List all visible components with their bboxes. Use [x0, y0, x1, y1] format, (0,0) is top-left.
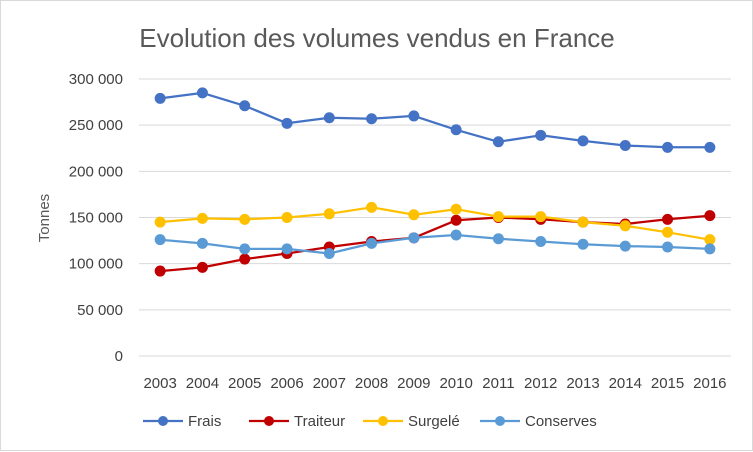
legend-item: Traiteur — [249, 413, 345, 430]
data-point — [366, 113, 378, 125]
data-point — [619, 139, 631, 151]
data-point — [196, 87, 208, 99]
legend-item: Surgelé — [363, 413, 460, 430]
data-point — [577, 135, 589, 147]
legend-item: Frais — [143, 413, 221, 430]
x-tick-label: 2010 — [439, 375, 472, 392]
legend-label: Frais — [188, 413, 221, 430]
x-tick-label: 2007 — [313, 375, 346, 392]
series-surgelé — [154, 201, 716, 246]
y-tick-label: 200 000 — [69, 163, 123, 180]
legend-marker — [378, 416, 388, 426]
y-tick-label: 250 000 — [69, 117, 123, 134]
data-point — [450, 124, 462, 136]
data-point — [704, 210, 716, 222]
data-point — [704, 234, 716, 246]
data-point — [450, 203, 462, 215]
data-point — [535, 129, 547, 141]
data-point — [408, 110, 420, 122]
y-tick-label: 0 — [115, 348, 123, 365]
series-line — [160, 214, 710, 273]
data-point — [154, 234, 166, 246]
data-point — [535, 211, 547, 223]
data-point — [662, 141, 674, 153]
series-line — [160, 206, 711, 241]
data-point — [239, 100, 251, 112]
data-point — [619, 220, 631, 232]
x-tick-label: 2014 — [609, 375, 642, 392]
x-tick-label: 2012 — [524, 375, 557, 392]
legend-marker — [264, 416, 274, 426]
legend-label: Conserves — [525, 413, 597, 430]
data-point — [492, 233, 504, 245]
series-frais — [154, 87, 716, 153]
data-point — [154, 265, 166, 277]
data-point — [154, 216, 166, 228]
legend-item: Conserves — [480, 413, 597, 430]
data-point — [619, 240, 631, 252]
data-point — [662, 241, 674, 253]
x-tick-label: 2009 — [397, 375, 430, 392]
data-point — [662, 226, 674, 238]
x-tick-label: 2015 — [651, 375, 684, 392]
data-point — [239, 253, 251, 265]
data-point — [323, 208, 335, 220]
y-tick-label: 150 000 — [69, 210, 123, 227]
data-point — [239, 243, 251, 255]
x-tick-label: 2004 — [186, 375, 219, 392]
data-point — [323, 112, 335, 124]
x-axis-ticks: 2003 2004 2005 2006 2007 2008 2009 2010 2011 2012… — [143, 375, 726, 392]
data-point — [577, 216, 589, 228]
data-point — [281, 243, 293, 255]
series-line — [159, 91, 710, 149]
gridlines — [139, 78, 731, 357]
legend-marker — [158, 416, 168, 426]
legend-label: Traiteur — [294, 413, 345, 430]
data-point — [704, 141, 716, 153]
x-tick-label: 2011 — [482, 375, 514, 392]
data-point — [450, 214, 462, 226]
series-traiteur — [154, 210, 716, 277]
data-point — [577, 238, 589, 250]
data-point — [408, 209, 420, 221]
y-axis-label: Tonnes — [36, 194, 53, 242]
data-point — [196, 237, 208, 249]
x-tick-label: 2006 — [270, 375, 303, 392]
data-point — [366, 201, 378, 213]
data-point — [366, 237, 378, 249]
data-point — [492, 211, 504, 223]
y-tick-label: 50 000 — [77, 302, 123, 319]
x-tick-label: 2003 — [143, 375, 176, 392]
data-point — [281, 117, 293, 129]
data-point — [239, 213, 251, 225]
x-tick-label: 2013 — [566, 375, 599, 392]
x-tick-label: 2016 — [693, 375, 726, 392]
legend-label: Surgelé — [408, 413, 460, 430]
data-point — [196, 261, 208, 273]
y-tick-label: 100 000 — [69, 256, 123, 273]
series-line — [160, 233, 710, 255]
legend-marker — [495, 416, 505, 426]
data-point — [281, 212, 293, 223]
data-point — [450, 229, 462, 241]
x-tick-label: 2008 — [355, 375, 388, 392]
legend: Frais Traiteur Surgelé Conserves — [143, 413, 597, 430]
y-axis-ticks: 0 50 000 100 000 150 000 200 000 250 000 300 0… — [69, 71, 123, 365]
chart-title: Evolution des volumes vendus en France — [139, 23, 615, 53]
series-conserves — [154, 229, 716, 260]
data-point — [154, 92, 166, 104]
data-point — [196, 212, 208, 224]
y-tick-label: 300 000 — [69, 71, 123, 88]
x-tick-label: 2005 — [228, 375, 261, 392]
series-layer — [154, 87, 716, 277]
data-point — [492, 136, 504, 148]
data-point — [323, 248, 335, 260]
data-point — [662, 213, 674, 225]
data-point — [535, 236, 547, 248]
data-point — [408, 232, 420, 244]
data-point — [704, 243, 716, 255]
